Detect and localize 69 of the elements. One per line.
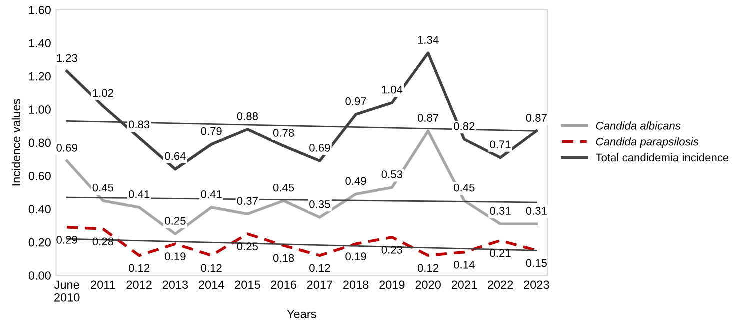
data-label: 0.37 (237, 197, 258, 205)
data-label: 0.71 (490, 140, 511, 149)
data-label: 0.25 (165, 217, 186, 225)
data-label: 0.69 (56, 144, 78, 152)
data-label: 0.25 (237, 242, 258, 251)
data-label: 0.83 (128, 120, 150, 129)
x-tick-label: 2017 (307, 280, 332, 290)
x-tick-label: 2014 (199, 280, 224, 290)
data-label: 0.41 (128, 190, 150, 198)
x-tick-label: 2020 (416, 280, 441, 290)
x-tick-label: 2018 (344, 280, 369, 290)
data-label: 0.31 (526, 207, 547, 215)
y-tick-label: 1.00 (29, 106, 51, 114)
data-label: 0.12 (310, 264, 330, 272)
y-tick-label: 0.80 (28, 138, 51, 148)
data-label: 0.29 (56, 236, 78, 244)
data-label: 0.82 (454, 122, 475, 130)
y-axis-title: Incidence values (12, 99, 21, 186)
y-tick-label: 1.60 (29, 6, 51, 14)
legend-label: Candida albicans (596, 122, 681, 130)
data-label: 0.45 (92, 184, 114, 192)
data-label: 0.15 (526, 259, 548, 268)
x-tick-label: 2016 (271, 280, 296, 290)
data-label: 0.87 (526, 114, 547, 122)
legend-label: Candida parapsilosis (596, 138, 699, 148)
data-label: 0.64 (165, 152, 186, 160)
x-tick-label: 2011 (91, 280, 116, 290)
data-label: 0.19 (165, 252, 186, 261)
x-tick-label: 2021 (452, 280, 477, 290)
data-label: 0.49 (346, 177, 366, 186)
data-label: 0.23 (382, 246, 403, 254)
legend-label: Total candidemia incidence (596, 153, 729, 162)
data-label: 0.31 (490, 207, 511, 215)
data-label: 0.14 (454, 260, 475, 269)
x-tick-label: 2019 (380, 280, 405, 290)
data-label: 0.12 (128, 264, 150, 272)
x-tick-label: 2015 (235, 280, 260, 290)
x-axis-title: Years (287, 310, 316, 318)
x-tick-label: 2012 (126, 280, 152, 290)
y-tick-label: 0.60 (28, 172, 51, 180)
data-label: 1.34 (418, 36, 439, 44)
data-label: 0.97 (346, 98, 366, 106)
data-label: 0.41 (201, 190, 222, 198)
data-label: 0.12 (201, 264, 222, 272)
data-label: 0.35 (310, 200, 330, 208)
data-label: 0.78 (273, 129, 294, 137)
data-label: 1.04 (382, 86, 403, 94)
data-label: 0.21 (490, 249, 511, 258)
data-label: 0.88 (237, 112, 258, 120)
data-label: 0.87 (418, 114, 439, 122)
x-tick-label: June 2010 (54, 280, 80, 302)
data-label: 0.45 (273, 184, 294, 192)
data-label: 0.12 (418, 264, 439, 272)
x-tick-label: 2013 (162, 280, 188, 290)
data-label: 0.19 (346, 252, 366, 261)
data-label: 1.02 (93, 89, 114, 98)
y-tick-label: 0.20 (28, 238, 51, 247)
data-label: 1.23 (57, 54, 78, 62)
y-tick-label: 1.40 (29, 39, 51, 48)
x-tick-label: 2023 (524, 280, 550, 290)
y-tick-label: 0.40 (28, 205, 51, 214)
data-label: 0.45 (454, 184, 475, 192)
y-tick-label: 1.20 (29, 72, 51, 81)
data-label: 0.79 (201, 127, 222, 136)
data-label: 0.53 (382, 170, 403, 178)
x-tick-label: 2022 (488, 280, 514, 290)
data-label: 0.18 (273, 254, 294, 262)
data-label: 0.69 (310, 144, 330, 152)
y-tick-label: 0.00 (28, 272, 51, 280)
